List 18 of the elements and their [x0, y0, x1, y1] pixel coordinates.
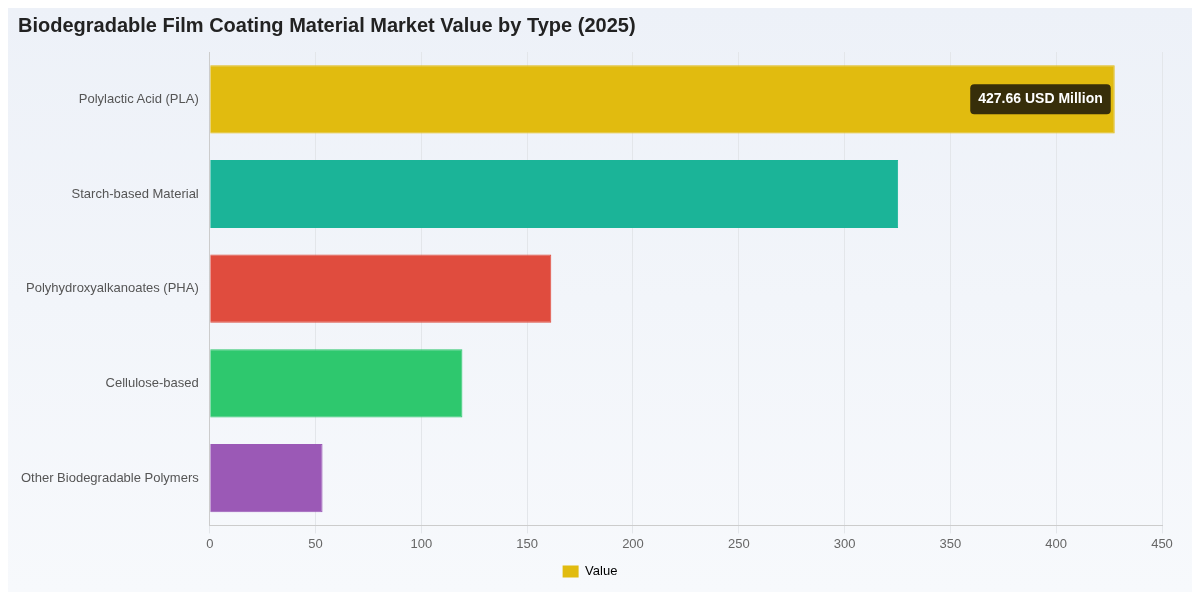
- x-tick-label: 400: [1045, 535, 1068, 551]
- x-tick-label: 250: [727, 535, 750, 551]
- data-label: 427.66 USD Million: [978, 90, 1103, 107]
- x-tick-label: 200: [622, 535, 644, 551]
- x-tick-label: 350: [939, 535, 962, 551]
- chart-title: Biodegradable Film Coating Material Market Value by Type (2025): [18, 13, 636, 36]
- x-tick-label: 300: [833, 535, 856, 551]
- x-tick-label: 50: [308, 535, 323, 551]
- y-tick-label: Polyhydroxyalkanoates (PHA): [26, 280, 199, 296]
- legend-label: Value: [585, 563, 618, 579]
- x-tick-label: 100: [410, 535, 433, 551]
- y-tick-label: Cellulose-based: [105, 374, 199, 390]
- y-tick-label: Polylactic Acid (PLA): [78, 90, 199, 106]
- y-tick-label: Other Biodegradable Polymers: [20, 469, 200, 485]
- x-tick-label: 450: [1151, 535, 1173, 551]
- y-tick-label: Starch-based Material: [71, 185, 199, 201]
- x-tick-label: 0: [206, 535, 214, 551]
- x-tick-label: 150: [516, 535, 539, 551]
